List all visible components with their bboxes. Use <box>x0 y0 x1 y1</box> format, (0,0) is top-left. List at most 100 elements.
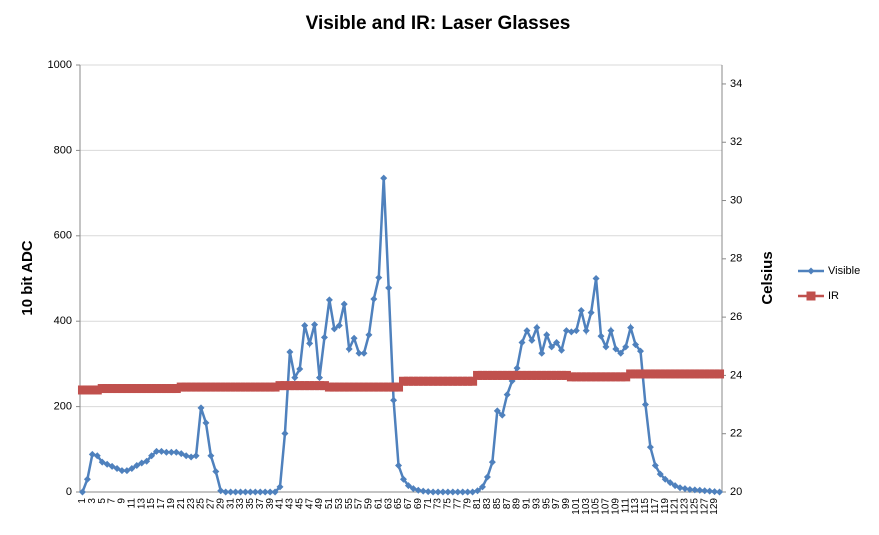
marker <box>444 488 452 496</box>
marker <box>518 339 526 347</box>
x-tick-label: 1 <box>77 498 88 504</box>
marker <box>311 321 319 329</box>
marker <box>128 465 136 473</box>
y2-tick-label: 34 <box>730 78 742 90</box>
marker <box>132 384 142 394</box>
x-tick-label: 29 <box>215 498 226 510</box>
x-tick-label: 71 <box>423 498 434 510</box>
marker <box>474 487 482 495</box>
marker <box>290 381 300 391</box>
x-tick-label: 63 <box>383 498 394 510</box>
x-tick-label: 115 <box>640 498 651 514</box>
marker <box>286 348 294 356</box>
marker <box>255 382 265 392</box>
x-tick-label: 33 <box>235 498 246 510</box>
marker <box>527 370 537 380</box>
marker <box>705 369 715 379</box>
x-tick-label: 125 <box>689 498 700 515</box>
x-tick-label: 123 <box>680 498 691 515</box>
marker <box>691 486 699 494</box>
marker <box>295 381 305 391</box>
marker <box>492 370 502 380</box>
marker <box>349 382 359 392</box>
marker <box>301 321 309 329</box>
marker <box>265 382 275 392</box>
marker <box>345 345 353 353</box>
marker <box>404 482 412 490</box>
marker <box>597 332 605 340</box>
x-tick-label: 101 <box>571 498 582 515</box>
y-tick-label: 800 <box>54 144 72 156</box>
marker <box>566 372 576 382</box>
marker <box>468 376 478 386</box>
marker <box>807 267 815 275</box>
marker <box>558 346 565 354</box>
x-tick-label: 17 <box>156 498 167 510</box>
marker <box>123 467 131 475</box>
x-tick-label: 67 <box>403 498 414 510</box>
marker <box>601 372 611 382</box>
x-tick-label: 5 <box>97 498 108 504</box>
marker <box>586 372 596 382</box>
marker <box>695 369 705 379</box>
marker <box>498 411 506 419</box>
y-tick-label: 400 <box>54 315 72 327</box>
marker <box>241 488 249 496</box>
marker <box>582 327 590 335</box>
marker <box>127 384 137 394</box>
x-tick-label: 23 <box>186 498 197 510</box>
marker <box>686 485 694 493</box>
marker <box>711 488 719 496</box>
marker <box>359 382 369 392</box>
marker <box>636 369 646 379</box>
marker <box>561 370 571 380</box>
marker <box>251 488 259 496</box>
marker <box>98 458 106 466</box>
x-tick-label: 11 <box>126 498 137 509</box>
marker <box>507 370 517 380</box>
marker <box>152 384 162 394</box>
x-tick-label: 3 <box>87 498 98 504</box>
marker <box>557 370 566 380</box>
x-tick-label: 89 <box>512 498 523 510</box>
marker <box>245 382 255 392</box>
x-tick-label: 15 <box>146 498 157 510</box>
x-tick-label: 121 <box>670 498 681 515</box>
marker <box>607 327 615 335</box>
marker <box>656 470 664 478</box>
marker <box>122 384 132 394</box>
x-tick-label: 103 <box>581 498 592 515</box>
marker <box>108 462 116 470</box>
marker <box>706 487 714 495</box>
marker <box>281 430 289 438</box>
marker <box>350 334 358 342</box>
marker <box>517 370 527 380</box>
x-tick-label: 81 <box>472 498 483 510</box>
marker <box>482 370 492 380</box>
y-axis-label: 10 bit ADC <box>19 240 36 315</box>
marker <box>567 328 575 336</box>
marker <box>380 174 388 182</box>
y2-tick-label: 20 <box>730 486 742 498</box>
x-tick-label: 21 <box>176 498 187 510</box>
marker <box>553 339 561 347</box>
x-tick-label: 83 <box>482 498 493 510</box>
marker <box>107 384 117 394</box>
y2-axis-label: Celsius <box>759 251 776 304</box>
legend-label: IR <box>828 290 839 302</box>
marker <box>137 384 147 394</box>
marker <box>246 488 254 496</box>
x-tick-label: 85 <box>492 498 503 510</box>
marker <box>513 364 521 372</box>
marker <box>502 370 512 380</box>
x-tick-label: 39 <box>265 498 276 510</box>
y-tick-label: 0 <box>66 486 72 498</box>
marker <box>370 295 378 303</box>
marker <box>97 384 107 394</box>
marker <box>82 385 92 395</box>
marker <box>408 376 418 386</box>
marker <box>675 369 685 379</box>
x-tick-label: 119 <box>660 498 671 514</box>
marker <box>261 488 269 496</box>
